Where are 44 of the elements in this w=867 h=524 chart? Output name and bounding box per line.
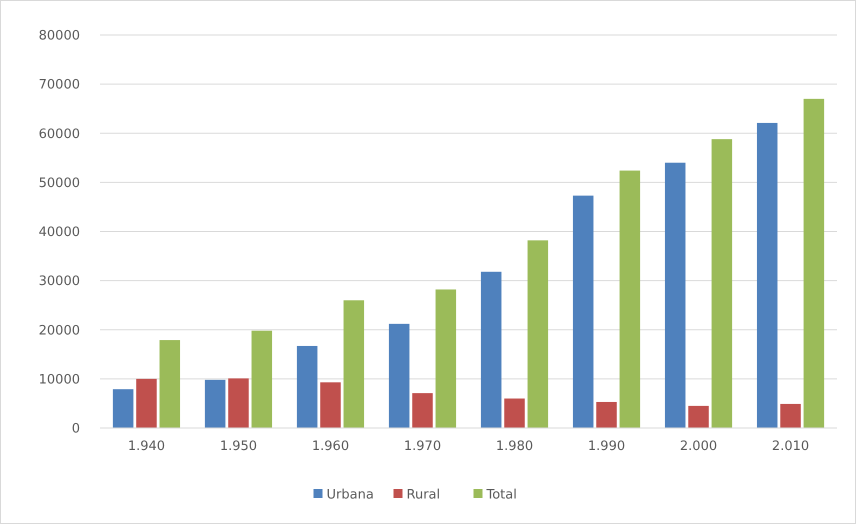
bar <box>712 139 732 428</box>
x-tick-label: 1.960 <box>312 439 350 454</box>
legend-label: Rural <box>406 488 440 503</box>
bar <box>296 346 318 428</box>
bar <box>572 196 594 428</box>
y-tick-label: 50000 <box>38 176 80 191</box>
bar <box>160 340 180 428</box>
bar <box>436 289 456 428</box>
bar <box>480 272 502 428</box>
bar <box>344 300 364 428</box>
bar <box>504 398 525 428</box>
bar <box>596 402 617 428</box>
bar <box>136 378 157 428</box>
legend-label: Total <box>486 488 517 503</box>
bar <box>780 404 801 428</box>
x-tick-label: 1.990 <box>588 439 626 454</box>
y-tick-label: 40000 <box>38 225 80 240</box>
legend-label: Urbana <box>326 488 374 503</box>
y-tick-label: 0 <box>72 422 80 437</box>
bar <box>228 378 249 428</box>
y-tick-label: 80000 <box>38 28 80 44</box>
bar <box>528 240 548 428</box>
y-tick-label: 70000 <box>38 78 80 93</box>
x-tick-label: 2.000 <box>680 439 718 454</box>
bar <box>756 122 778 428</box>
bar <box>804 98 824 428</box>
x-tick-label: 1.950 <box>220 439 258 454</box>
bar <box>388 324 410 428</box>
y-tick-label: 30000 <box>38 274 80 290</box>
bar <box>620 170 640 428</box>
x-tick-label: 1.980 <box>496 439 534 454</box>
bar <box>412 393 433 428</box>
bar <box>252 330 272 428</box>
x-tick-label: 1.970 <box>404 439 442 454</box>
bar <box>320 382 341 428</box>
bar <box>204 380 226 428</box>
bar <box>664 162 686 428</box>
bar <box>112 389 134 428</box>
y-tick-label: 20000 <box>38 323 80 338</box>
y-tick-label: 10000 <box>38 372 80 388</box>
y-tick-label: 60000 <box>38 126 80 142</box>
x-tick-label: 1.940 <box>128 439 166 454</box>
x-tick-label: 2.010 <box>772 439 810 454</box>
bar <box>688 406 709 428</box>
